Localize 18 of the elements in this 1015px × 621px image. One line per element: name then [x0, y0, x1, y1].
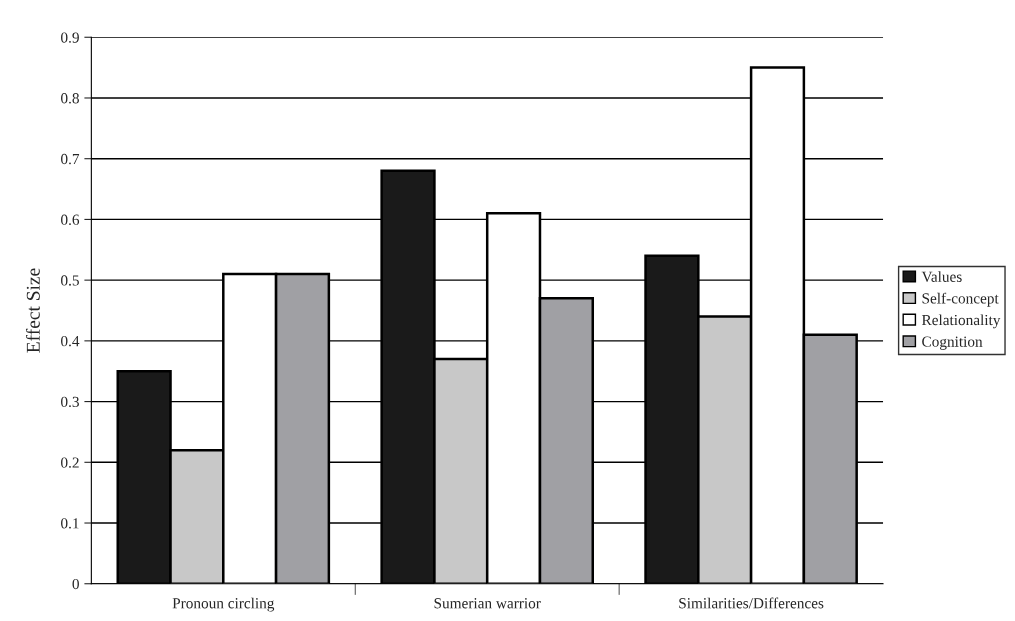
- legend-label: Relationality: [921, 314, 1001, 329]
- x-tick-label: Pronoun circling: [172, 597, 275, 612]
- y-tick-label: 0.1: [61, 518, 79, 529]
- y-tick-label: 0.5: [61, 275, 79, 286]
- y-tick-label: 0.9: [61, 32, 79, 43]
- legend-label: Values: [921, 271, 962, 282]
- y-axis-title: Effect Size: [25, 268, 40, 353]
- legend-label: Cognition: [922, 336, 983, 350]
- y-tick-label: 0: [72, 578, 79, 590]
- legend-label: Self-concept: [922, 292, 999, 307]
- y-tick-label: 0.8: [61, 93, 79, 104]
- x-tick-label: Sumerian warrior: [434, 598, 541, 609]
- y-tick-label: 0.6: [61, 214, 80, 225]
- y-tick-label: 0.7: [61, 153, 80, 165]
- y-tick-label: 0.4: [61, 336, 80, 347]
- x-tick-label: Similarities/Differences: [679, 597, 824, 609]
- y-tick-label: 0.2: [61, 457, 79, 468]
- y-tick-label: 0.3: [61, 396, 79, 408]
